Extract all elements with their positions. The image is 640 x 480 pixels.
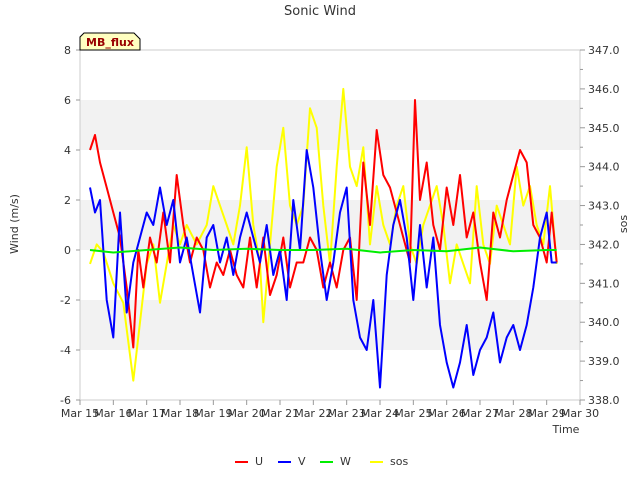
series-lines — [89, 87, 558, 389]
y2-tick-label: 346.0 — [588, 83, 620, 96]
x-tick-label: Mar 17 — [128, 407, 166, 420]
y2-tick-label: 340.0 — [588, 316, 620, 329]
x-tick-label: Mar 21 — [261, 407, 299, 420]
mb-flux-badge: MB_flux — [79, 32, 141, 51]
badge-box — [79, 32, 141, 51]
series-line-v — [89, 149, 557, 389]
legend-label-v: V — [298, 455, 306, 468]
y-axis-right: 338.0 339.0 340.0 341.0 342.0 343.0 344.0 345.0… — [580, 44, 620, 407]
x-tick-label: Mar 20 — [228, 407, 266, 420]
y-tick-label: 6 — [64, 94, 71, 107]
x-tick-label: Mar 15 — [61, 407, 99, 420]
legend-label-sos: sos — [390, 455, 408, 468]
x-tick-label: Mar 24 — [361, 407, 399, 420]
x-tick-label: Mar 27 — [461, 407, 499, 420]
badge-label: MB_flux — [86, 36, 134, 49]
y-tick-label: -6 — [60, 394, 71, 407]
y-tick-label: 8 — [64, 44, 71, 57]
x-tick-label: Mar 19 — [194, 407, 232, 420]
y2-tick-label: 345.0 — [588, 122, 620, 135]
y2-tick-label: 341.0 — [588, 277, 620, 290]
y-tick-label: -2 — [60, 294, 71, 307]
y-tick-label: 4 — [64, 144, 71, 157]
x-tick-label: Mar 22 — [294, 407, 332, 420]
series-line-u — [89, 99, 558, 349]
x-tick-label: Mar 18 — [161, 407, 199, 420]
x-tick-label: Mar 30 — [561, 407, 599, 420]
y-axis-label: Wind (m/s) — [8, 194, 21, 254]
y2-axis-label: sos — [617, 215, 630, 233]
y2-tick-label: 342.0 — [588, 238, 620, 251]
legend-label-u: U — [255, 455, 263, 468]
x-tick-label: Mar 23 — [328, 407, 366, 420]
y2-tick-label: 347.0 — [588, 44, 620, 57]
y-axis-left: -6 -4 -2 0 2 4 6 8 — [60, 44, 80, 407]
y-tick-label: 2 — [64, 194, 71, 207]
grid-band — [80, 100, 580, 150]
y-tick-label: -4 — [60, 344, 71, 357]
y2-tick-label: 344.0 — [588, 161, 620, 174]
series-line-w — [89, 246, 557, 254]
x-tick-label: Mar 29 — [528, 407, 566, 420]
x-tick-label: Mar 25 — [394, 407, 432, 420]
background-bands — [80, 100, 580, 350]
y2-tick-label: 339.0 — [588, 355, 620, 368]
x-tick-label: Mar 28 — [494, 407, 532, 420]
y-tick-label: 0 — [64, 244, 71, 257]
legend-label-w: W — [340, 455, 351, 468]
y2-tick-label: 338.0 — [588, 394, 620, 407]
y2-tick-label: 343.0 — [588, 200, 620, 213]
chart-title: Sonic Wind — [284, 4, 356, 19]
x-tick-label: Mar 26 — [428, 407, 466, 420]
x-tick-label: Mar 16 — [94, 407, 132, 420]
x-axis-label: Time — [552, 423, 580, 436]
